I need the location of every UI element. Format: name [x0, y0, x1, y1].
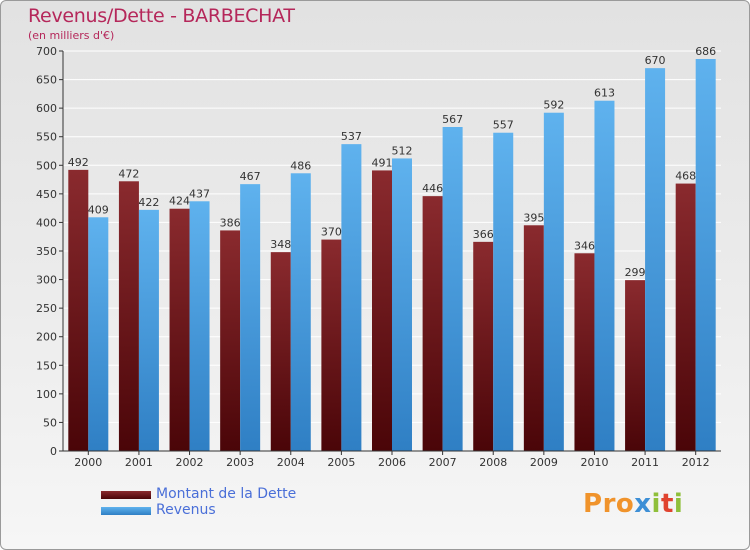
data-label-debt: 395	[523, 211, 544, 224]
x-tick-label: 2003	[226, 456, 254, 469]
bar-revenue	[189, 201, 210, 451]
legend-label-revenue: Revenus	[156, 502, 216, 518]
y-tick-label: 250	[36, 302, 57, 315]
data-label-revenue: 592	[543, 99, 564, 112]
bar-debt	[422, 196, 443, 451]
bar-debt	[372, 170, 392, 451]
logo-letter: P	[583, 489, 603, 519]
logo-letter: x	[634, 489, 652, 519]
data-label-revenue: 557	[493, 119, 514, 132]
y-tick-label: 700	[36, 45, 57, 58]
data-label-debt: 468	[675, 170, 696, 183]
legend-swatch-debt	[101, 491, 151, 499]
x-tick-label: 2004	[277, 456, 305, 469]
y-tick-label: 450	[36, 188, 57, 201]
legend-label-debt: Montant de la Dette	[156, 486, 297, 502]
bar-debt	[270, 252, 291, 451]
data-label-revenue: 437	[189, 187, 210, 200]
bar-debt	[220, 230, 241, 451]
bar-debt	[321, 239, 342, 451]
data-label-revenue: 567	[442, 113, 463, 126]
x-tick-label: 2010	[580, 456, 608, 469]
x-tick-label: 2000	[74, 456, 102, 469]
bar-debt	[625, 280, 646, 451]
bar-revenue	[88, 217, 109, 451]
logo-letter: i	[673, 489, 684, 519]
bar-revenue	[645, 68, 666, 452]
bar-debt	[675, 183, 696, 452]
bar-revenue	[290, 173, 311, 452]
data-label-revenue: 512	[392, 144, 413, 157]
y-tick-label: 500	[36, 159, 57, 172]
x-tick-label: 2011	[631, 456, 659, 469]
data-label-revenue: 537	[341, 130, 362, 143]
bar-revenue	[695, 59, 716, 451]
x-tick-label: 2006	[378, 456, 406, 469]
y-tick-label: 600	[36, 102, 57, 115]
bar-debt	[523, 225, 544, 451]
data-label-revenue: 670	[645, 54, 666, 67]
data-label-revenue: 486	[290, 159, 311, 172]
data-label-revenue: 409	[88, 203, 109, 216]
data-label-debt: 446	[422, 182, 443, 195]
bar-debt	[68, 169, 89, 451]
y-tick-label: 50	[43, 416, 57, 429]
bar-revenue	[543, 112, 564, 451]
y-tick-label: 400	[36, 216, 57, 229]
x-tick-label: 2001	[125, 456, 153, 469]
x-tick-label: 2005	[327, 456, 355, 469]
chart-subtitle: (en milliers d'€)	[28, 29, 115, 42]
x-tick-label: 2002	[176, 456, 204, 469]
data-label-debt: 386	[220, 216, 241, 229]
axis-layer: 0 50 100 150 200 250 300 350 400 450 500 550 600 650 7…	[36, 45, 721, 469]
data-label-revenue: 613	[594, 87, 615, 100]
proxiti-logo: Proxiti	[583, 489, 683, 519]
bar-revenue	[493, 132, 514, 451]
x-tick-label: 2009	[530, 456, 558, 469]
y-tick-label: 650	[36, 74, 57, 87]
bar-debt	[169, 208, 190, 451]
bar-revenue	[341, 144, 362, 451]
data-label-debt: 346	[574, 239, 595, 252]
data-label-debt: 491	[372, 156, 393, 169]
y-tick-label: 200	[36, 331, 57, 344]
logo-letter: o	[615, 489, 635, 519]
y-tick-label: 300	[36, 274, 57, 287]
bar-debt	[118, 181, 139, 452]
data-label-debt: 370	[321, 226, 342, 239]
x-tick-label: 2007	[429, 456, 457, 469]
data-label-debt: 348	[270, 238, 291, 251]
legend-swatch-revenue	[101, 507, 151, 515]
data-label-debt: 492	[68, 156, 89, 169]
y-tick-label: 150	[36, 359, 57, 372]
bar-debt	[473, 241, 494, 451]
data-label-debt: 472	[118, 167, 139, 180]
logo-letter: i	[651, 489, 661, 519]
y-tick-label: 550	[36, 131, 57, 144]
logo-letter: t	[660, 489, 674, 519]
y-tick-label: 350	[36, 245, 57, 258]
data-label-revenue: 467	[240, 170, 261, 183]
logo-letter: r	[602, 489, 616, 519]
x-tick-label: 2012	[682, 456, 710, 469]
y-tick-label: 0	[50, 445, 57, 458]
data-label-revenue: 686	[695, 45, 716, 58]
bar-revenue	[392, 158, 412, 451]
y-tick-label: 100	[36, 388, 57, 401]
bar-debt	[574, 253, 595, 451]
bar-revenue	[442, 127, 463, 451]
data-label-revenue: 422	[138, 196, 159, 209]
data-label-debt: 366	[473, 228, 494, 241]
bar-revenue	[138, 209, 159, 451]
bar-revenue	[594, 100, 615, 451]
chart-title: Revenus/Dette - BARBECHAT	[28, 5, 295, 27]
data-label-debt: 299	[625, 266, 646, 279]
bars-layer	[68, 59, 716, 452]
bar-revenue	[240, 184, 261, 451]
data-label-debt: 424	[169, 195, 190, 208]
x-tick-label: 2008	[479, 456, 507, 469]
